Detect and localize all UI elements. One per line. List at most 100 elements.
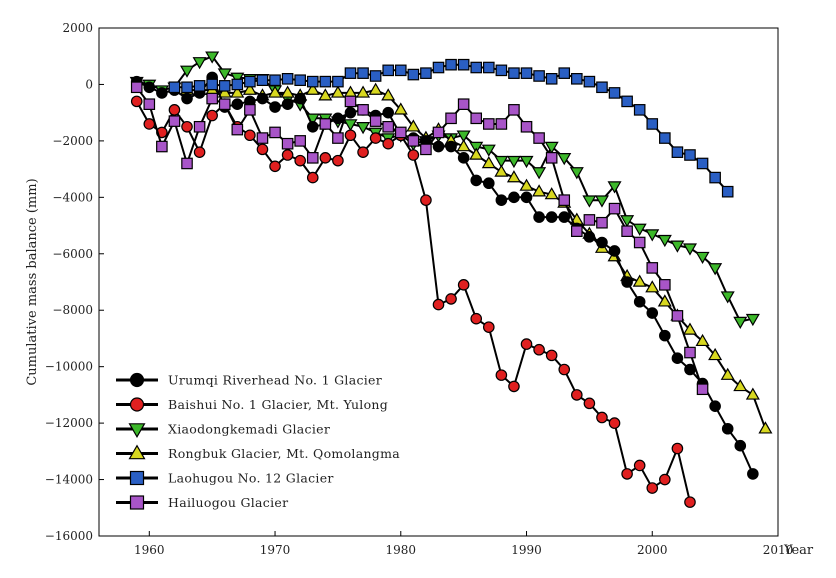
data-point	[481, 156, 496, 169]
data-point	[332, 75, 344, 88]
data-point	[632, 223, 647, 236]
data-point	[269, 101, 281, 113]
data-point	[720, 291, 735, 304]
data-point	[294, 92, 306, 105]
data-point	[432, 140, 445, 153]
data-point	[130, 95, 143, 108]
data-point	[407, 135, 420, 147]
data-point	[495, 118, 508, 130]
data-point	[269, 126, 281, 139]
data-point	[231, 98, 244, 110]
data-point	[244, 104, 256, 116]
y-tick-label: −6000	[52, 247, 93, 261]
data-point	[582, 195, 597, 208]
data-point	[168, 104, 181, 116]
data-point	[420, 143, 432, 156]
data-point	[558, 211, 571, 223]
data-point	[682, 243, 697, 256]
data-point	[620, 215, 635, 228]
data-point	[733, 316, 748, 329]
data-point	[645, 229, 660, 242]
data-point	[344, 95, 357, 108]
data-point	[382, 120, 395, 133]
data-point	[470, 112, 483, 125]
data-point	[181, 92, 193, 105]
data-point	[281, 72, 294, 85]
data-point	[708, 347, 723, 361]
data-point	[720, 367, 735, 380]
data-point	[671, 442, 684, 455]
data-point	[621, 468, 633, 480]
data-point	[181, 157, 193, 170]
data-point	[457, 98, 470, 110]
data-point	[571, 389, 583, 401]
y-tick-label: −14000	[45, 473, 93, 487]
data-point	[319, 75, 332, 88]
data-point	[269, 74, 281, 87]
data-point	[482, 61, 495, 74]
legend-item: Rongbuk Glacier, Mt. Qomolangma	[116, 444, 400, 461]
data-point	[481, 144, 496, 157]
data-point	[495, 64, 508, 77]
legend-item: Hailuogou Glacier	[116, 495, 288, 510]
data-point	[244, 129, 256, 142]
data-point	[596, 411, 608, 424]
data-point	[520, 120, 533, 133]
data-point	[544, 187, 559, 200]
data-point	[659, 329, 671, 342]
data-point	[583, 231, 596, 243]
data-point	[281, 98, 294, 110]
data-point	[181, 120, 193, 133]
data-point	[696, 157, 709, 170]
data-point	[445, 112, 457, 125]
data-point	[545, 211, 558, 223]
data-point	[242, 82, 257, 95]
data-point	[745, 313, 760, 327]
data-point	[369, 70, 382, 82]
data-point	[495, 369, 508, 381]
data-point	[256, 74, 269, 87]
data-point	[156, 87, 168, 99]
data-point	[506, 155, 521, 169]
legend: Urumqi Riverhead No. 1 Glacier Baishui No…	[116, 373, 400, 510]
data-point	[571, 72, 583, 85]
data-point	[670, 240, 685, 253]
data-point	[558, 194, 571, 206]
data-point	[608, 417, 621, 429]
legend-marker	[128, 423, 146, 439]
axes-layer: 2000 0 −2000 −4000 −6000 −8000 −10000 −12000 −14…	[25, 21, 814, 558]
data-point	[583, 397, 596, 410]
data-point	[709, 171, 721, 184]
legend-marker	[129, 470, 145, 486]
data-point	[382, 106, 395, 119]
data-point	[193, 120, 206, 133]
legend-item: Baishui No. 1 Glacier, Mt. Yulong	[116, 397, 388, 412]
data-point	[506, 170, 521, 183]
data-point	[508, 67, 520, 79]
data-point	[206, 92, 218, 105]
x-tick-label: 1990	[511, 543, 542, 557]
data-point	[244, 75, 256, 88]
data-point	[230, 72, 245, 85]
data-point	[306, 152, 319, 164]
data-point	[482, 321, 495, 333]
data-point	[294, 154, 306, 167]
data-point	[469, 147, 484, 160]
data-point	[319, 152, 332, 164]
data-point	[143, 81, 156, 94]
data-point	[457, 152, 470, 164]
data-point	[357, 67, 369, 79]
data-point	[168, 115, 181, 127]
data-point	[659, 132, 671, 144]
y-tick-label: −8000	[52, 303, 93, 317]
data-point	[306, 75, 319, 88]
legend-item: Urumqi Riverhead No. 1 Glacier	[116, 373, 382, 388]
data-point	[646, 482, 659, 494]
data-point	[305, 82, 320, 95]
data-point	[482, 177, 495, 190]
y-tick-label: −16000	[45, 529, 93, 543]
data-point	[684, 346, 696, 359]
data-point	[381, 88, 396, 101]
data-point	[646, 262, 659, 274]
